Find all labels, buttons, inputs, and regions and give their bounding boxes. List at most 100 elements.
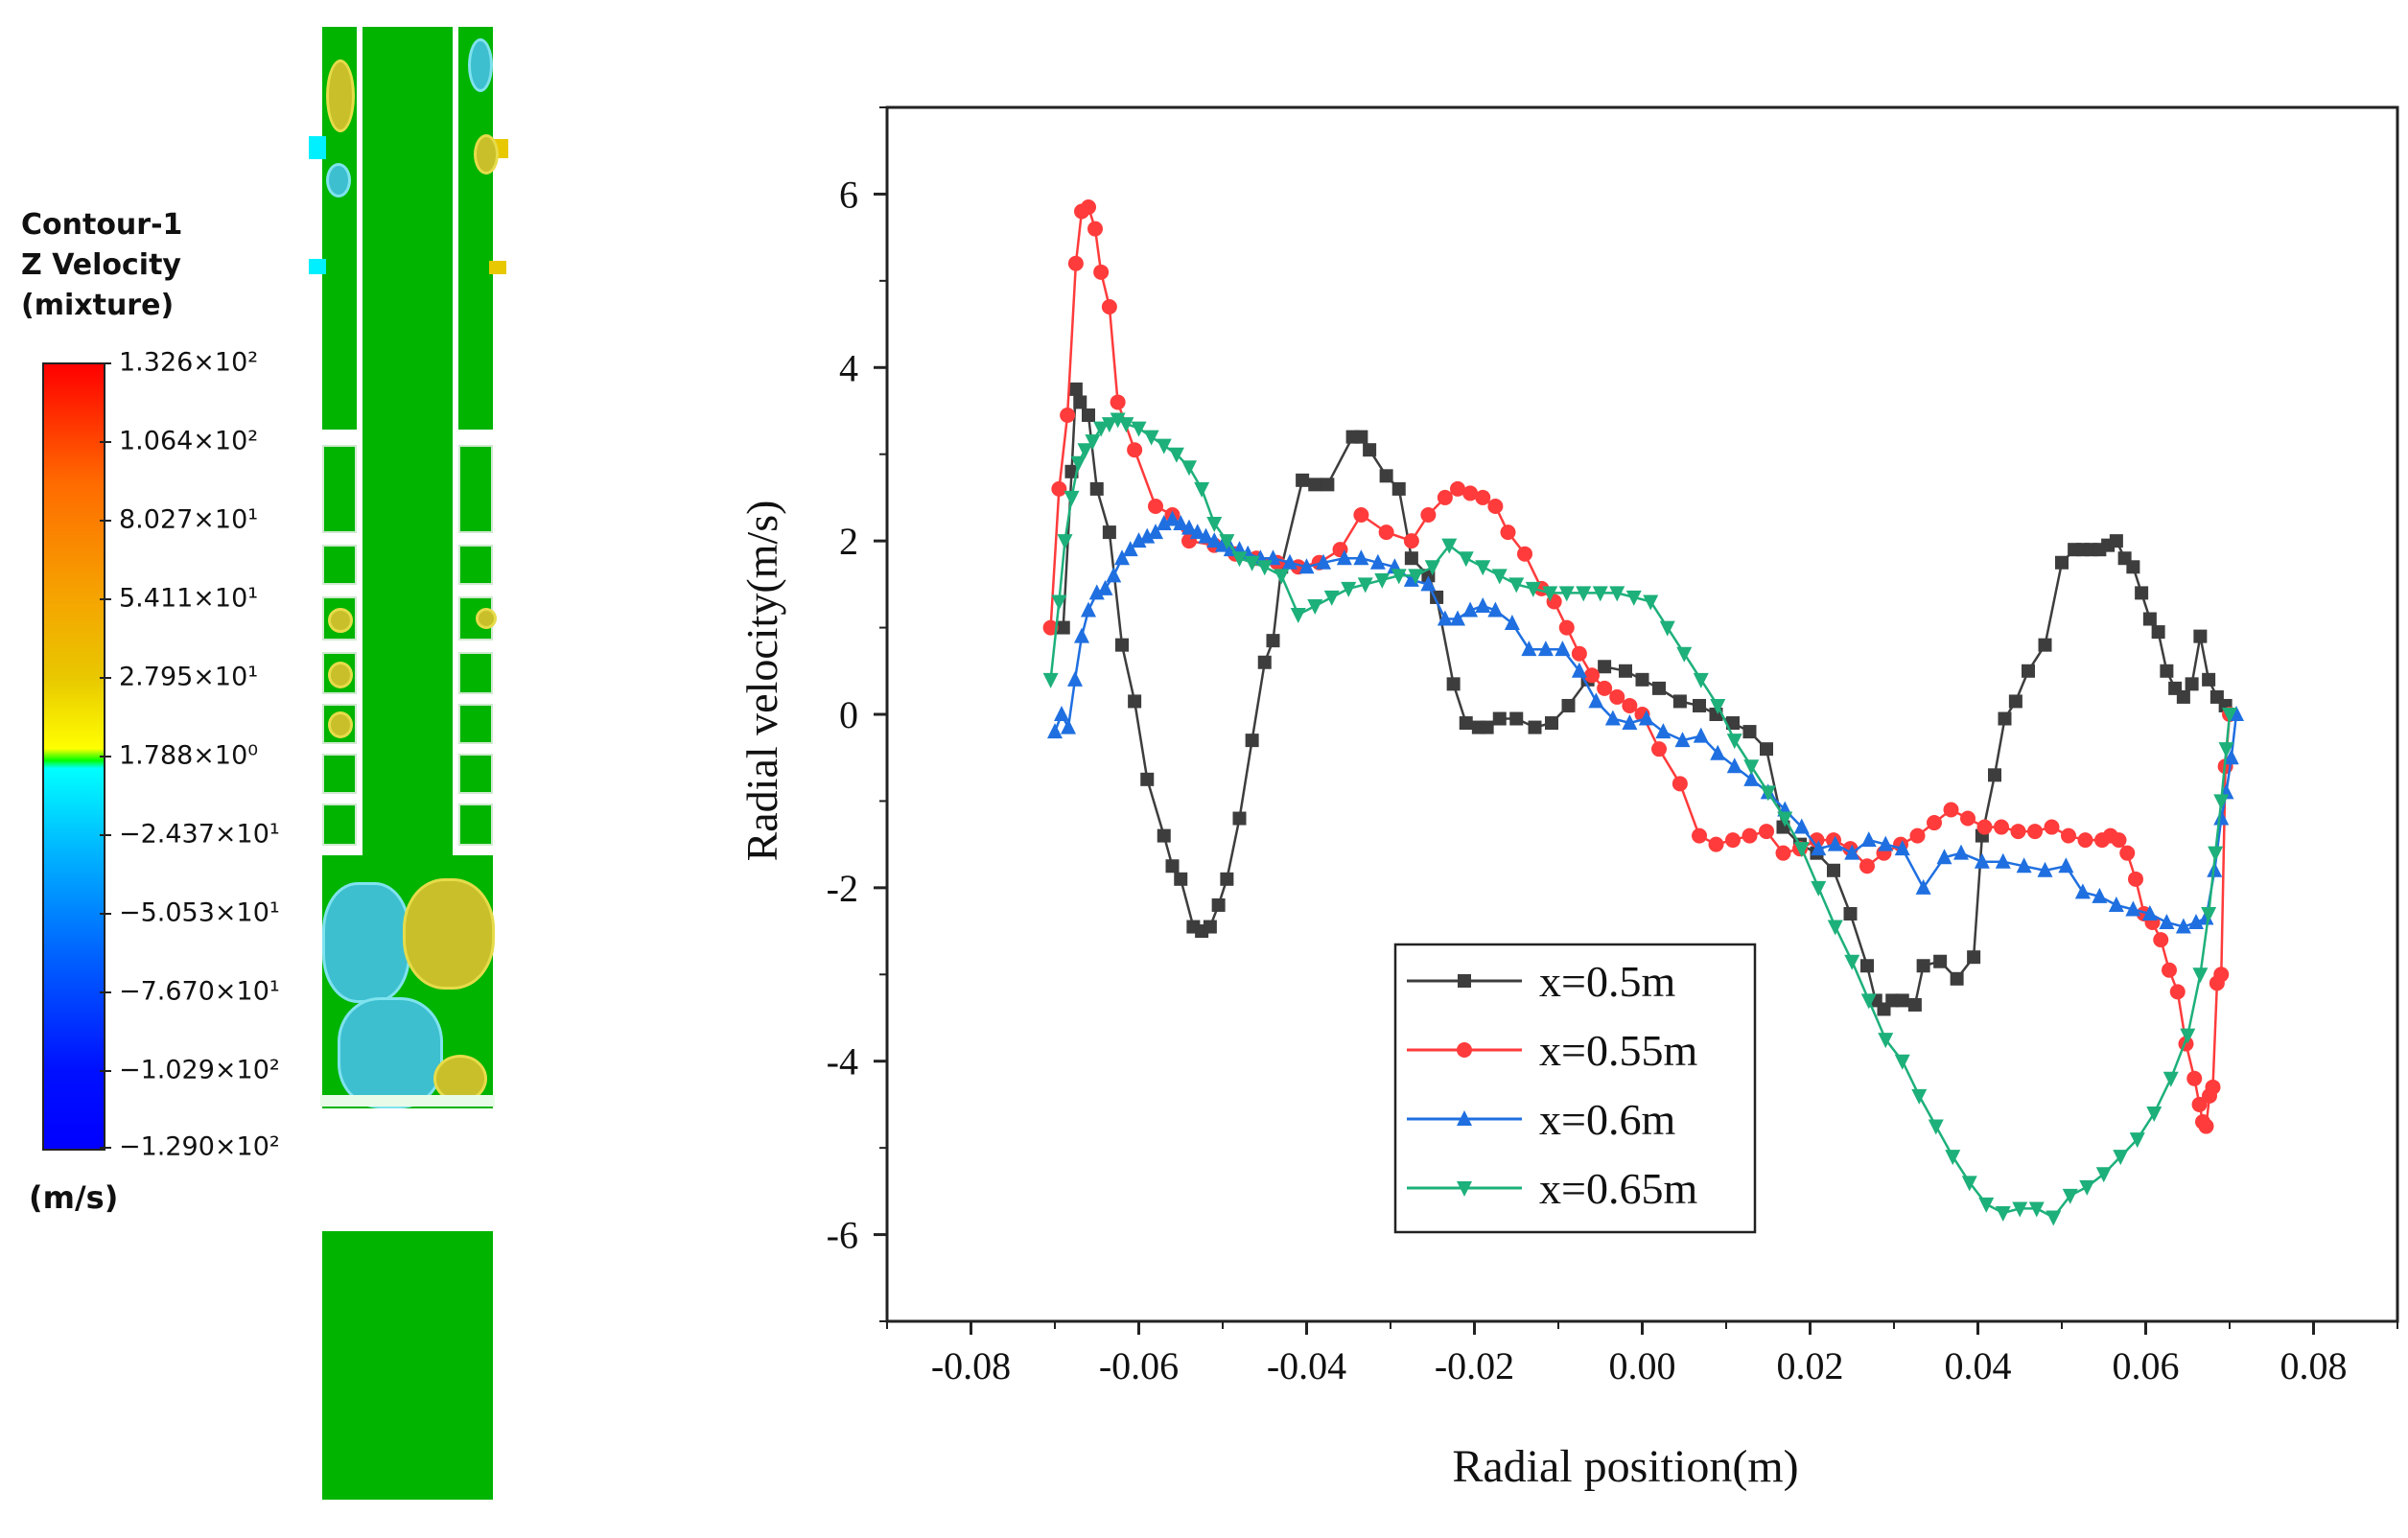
colorbar-title-line-1: Contour-1 (21, 208, 183, 242)
data-point-x-0-5m (2008, 694, 2022, 709)
data-point-x-0-5m (1245, 734, 1259, 748)
data-point-x-0-6m (2108, 896, 2124, 912)
data-point-x-0-55m (1067, 255, 1084, 271)
data-point-x-0-55m (1708, 836, 1724, 852)
data-point-x-0-55m (1651, 741, 1667, 757)
data-point-x-0-6m (1936, 849, 1952, 865)
colorbar-tick (100, 913, 111, 915)
data-point-x-0-6m (1081, 601, 1096, 618)
data-point-x-0-65m (1101, 417, 1117, 433)
data-point-x-0-65m (1118, 417, 1134, 433)
data-point-x-0-6m (1894, 840, 1910, 856)
right-cell (458, 445, 493, 533)
data-point-x-0-5m (2176, 689, 2190, 704)
data-point-x-0-6m (1655, 723, 1672, 739)
right-cell (458, 545, 493, 585)
data-point-x-0-6m (2188, 914, 2204, 930)
data-point-x-0-55m (1087, 221, 1103, 237)
data-point-x-0-6m (1298, 558, 1315, 574)
y-tick-label: 4 (839, 346, 858, 389)
data-point-x-0-5m (1257, 655, 1272, 669)
data-point-x-0-55m (2027, 824, 2043, 840)
data-point-x-0-65m (1576, 586, 1592, 602)
right-wall-upper (458, 27, 493, 430)
data-point-x-0-5m (1232, 811, 1247, 826)
data-point-x-0-6m (1915, 878, 1931, 895)
data-point-x-0-6m (1088, 584, 1105, 600)
colorbar-tick (100, 1070, 111, 1072)
data-point-x-0-65m (1811, 880, 1827, 897)
colorbar-tick (100, 677, 111, 679)
data-point-x-0-65m (1827, 920, 1843, 936)
data-point-x-0-6m (1173, 515, 1189, 531)
data-point-x-0-6m (1710, 744, 1726, 760)
data-point-x-0-5m (1073, 395, 1087, 409)
data-point-x-0-6m (2223, 749, 2239, 765)
data-point-x-0-6m (1604, 710, 1621, 726)
data-point-x-0-55m (1403, 533, 1419, 549)
right-cell (458, 652, 493, 694)
right-cell (458, 804, 493, 846)
data-point-x-0-6m (1189, 524, 1205, 540)
data-point-x-0-55m (2128, 871, 2143, 887)
data-point-x-0-65m (2028, 1201, 2045, 1218)
data-point-x-0-55m (2191, 1096, 2208, 1112)
data-point-x-0-6m (1047, 723, 1063, 739)
data-point-x-0-65m (1475, 560, 1491, 576)
data-point-x-0-5m (2151, 625, 2165, 640)
colorbar-label-9: −7.670×10¹ (119, 976, 280, 1007)
data-point-x-0-65m (1760, 785, 1776, 802)
data-point-x-0-55m (2044, 819, 2060, 835)
data-point-x-0-65m (1625, 590, 1642, 606)
data-point-x-0-5m (1354, 430, 1368, 444)
data-point-x-0-65m (2192, 967, 2209, 984)
data-point-x-0-5m (1115, 638, 1129, 652)
data-point-x-0-6m (1353, 549, 1369, 566)
data-point-x-0-5m (2022, 664, 2035, 678)
data-point-x-0-55m (2169, 984, 2186, 1000)
data-point-x-0-65m (2201, 906, 2217, 922)
legend-label-x-0-55m: x=0.55m (1539, 1026, 1697, 1075)
data-point-x-0-55m (1487, 498, 1504, 514)
data-point-x-0-55m (1060, 408, 1076, 424)
data-point-x-0-5m (1933, 954, 1948, 968)
data-point-x-0-55m (1775, 845, 1791, 861)
data-point-x-0-5m (1102, 525, 1116, 540)
data-point-x-0-65m (2208, 846, 2224, 862)
data-point-x-0-65m (1085, 434, 1101, 451)
data-point-x-0-65m (1057, 534, 1073, 550)
data-point-x-0-6m (1811, 840, 1827, 856)
data-point-x-0-65m (1110, 412, 1126, 429)
y-tick-label: -2 (827, 867, 858, 910)
data-point-x-0-5m (2038, 638, 2052, 652)
data-point-x-0-6m (1462, 601, 1479, 618)
x-tick-label: -0.04 (1267, 1344, 1346, 1387)
contour-plot: Contour-1 Z Velocity (mixture) 1.326×10²… (0, 0, 537, 1533)
data-point-x-0-5m (1379, 469, 1393, 483)
left-cell (322, 804, 357, 846)
velocity-blob (322, 882, 410, 1003)
chart-svg: -0.08 -0.06 -0.04 -0.02 0.00 0.02 0.04 0.06 0.08… (737, 105, 2399, 1492)
data-point-x-0-65m (2163, 1071, 2179, 1087)
data-point-x-0-55m (1597, 680, 1613, 696)
data-point-x-0-65m (2062, 1188, 2078, 1204)
data-point-x-0-55m (1042, 619, 1059, 636)
y-tick-label: -4 (827, 1040, 858, 1084)
data-point-x-0-5m (1308, 478, 1322, 492)
data-point-x-0-65m (1995, 1205, 2011, 1222)
data-point-x-0-5m (1165, 859, 1180, 874)
data-point-x-0-65m (1894, 1054, 1910, 1070)
colorbar-label-7: −2.437×10¹ (119, 819, 280, 850)
colorbar-label-11: −1.290×10² (119, 1131, 280, 1162)
data-point-x-0-5m (1726, 716, 1740, 731)
data-point-x-0-6m (1504, 615, 1520, 631)
x-tick-label: 0.04 (1945, 1344, 2012, 1387)
data-point-x-0-65m (2218, 742, 2234, 758)
data-point-x-0-5m (1480, 720, 1494, 734)
data-point-x-0-55m (1462, 485, 1479, 501)
data-point-x-0-5m (1082, 408, 1095, 423)
x-tick-label: 0.00 (1609, 1344, 1676, 1387)
data-point-x-0-6m (1282, 553, 1298, 570)
colorbar-title: Contour-1 Z Velocity (mixture) (21, 205, 182, 326)
data-point-x-0-65m (1307, 598, 1323, 615)
